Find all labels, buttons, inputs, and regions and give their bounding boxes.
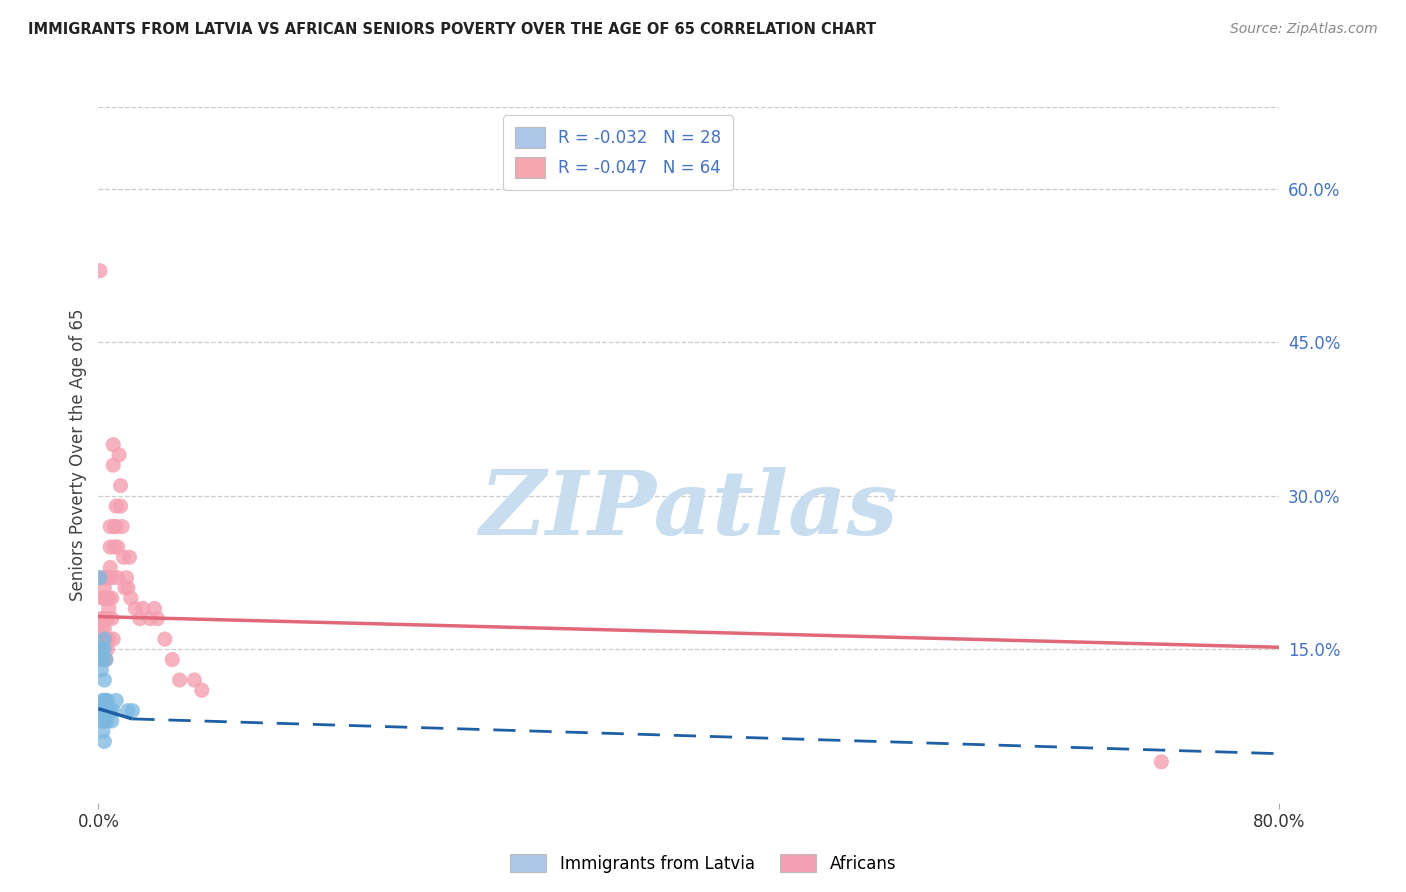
Point <box>96 632 118 646</box>
Point <box>169 673 191 687</box>
Point <box>112 550 135 565</box>
Point <box>94 571 117 585</box>
Point <box>91 612 114 626</box>
Point <box>100 571 122 585</box>
Point <box>108 448 131 462</box>
Point <box>94 612 117 626</box>
Point <box>93 632 115 646</box>
Point <box>97 601 120 615</box>
Point <box>96 642 118 657</box>
Point <box>93 714 115 728</box>
Point <box>94 704 117 718</box>
Point <box>94 652 117 666</box>
Point <box>89 571 111 585</box>
Point <box>111 519 134 533</box>
Point <box>117 704 139 718</box>
Point <box>96 714 118 728</box>
Point <box>146 612 169 626</box>
Point <box>91 632 114 646</box>
Point <box>98 560 121 574</box>
Y-axis label: Seniors Poverty Over the Age of 65: Seniors Poverty Over the Age of 65 <box>69 309 87 601</box>
Legend: R = -0.032   N = 28, R = -0.047   N = 64: R = -0.032 N = 28, R = -0.047 N = 64 <box>503 115 733 190</box>
Point <box>91 571 114 585</box>
Text: IMMIGRANTS FROM LATVIA VS AFRICAN SENIORS POVERTY OVER THE AGE OF 65 CORRELATION: IMMIGRANTS FROM LATVIA VS AFRICAN SENIOR… <box>28 22 876 37</box>
Point <box>97 571 120 585</box>
Point <box>94 693 117 707</box>
Point <box>93 622 115 636</box>
Point <box>94 591 117 606</box>
Point <box>91 724 114 739</box>
Point <box>98 540 121 554</box>
Point <box>120 591 142 606</box>
Point <box>91 714 114 728</box>
Point <box>107 571 129 585</box>
Point <box>90 612 112 626</box>
Point <box>91 704 114 718</box>
Point <box>143 601 166 615</box>
Point <box>91 704 114 718</box>
Legend: Immigrants from Latvia, Africans: Immigrants from Latvia, Africans <box>503 847 903 880</box>
Point <box>93 581 115 595</box>
Point <box>90 642 112 657</box>
Point <box>96 612 118 626</box>
Point <box>93 734 115 748</box>
Point <box>93 652 115 666</box>
Point <box>191 683 214 698</box>
Point <box>124 601 146 615</box>
Point <box>104 519 127 533</box>
Point <box>89 264 111 278</box>
Point <box>93 642 115 657</box>
Point <box>107 540 129 554</box>
Point <box>94 652 117 666</box>
Point <box>132 601 155 615</box>
Point <box>110 499 132 513</box>
Point <box>97 704 120 718</box>
Point <box>104 540 127 554</box>
Point <box>1150 755 1173 769</box>
Point <box>118 550 141 565</box>
Point <box>139 612 162 626</box>
Point <box>121 704 143 718</box>
Point <box>96 693 118 707</box>
Point <box>183 673 205 687</box>
Point <box>93 693 115 707</box>
Point <box>128 612 150 626</box>
Point <box>105 519 128 533</box>
Point <box>100 591 122 606</box>
Point <box>114 581 136 595</box>
Point <box>100 714 122 728</box>
Point <box>93 673 115 687</box>
Point <box>100 612 122 626</box>
Point <box>90 642 112 657</box>
Point <box>105 693 128 707</box>
Point <box>91 652 114 666</box>
Point <box>91 693 114 707</box>
Point <box>103 438 125 452</box>
Point <box>105 499 128 513</box>
Point <box>90 622 112 636</box>
Point <box>93 591 115 606</box>
Point <box>117 581 139 595</box>
Point <box>90 663 112 677</box>
Point <box>98 704 121 718</box>
Point <box>97 591 120 606</box>
Point <box>115 571 138 585</box>
Point <box>103 704 125 718</box>
Point <box>103 458 125 472</box>
Point <box>90 652 112 666</box>
Point <box>96 591 118 606</box>
Point <box>98 519 121 533</box>
Point <box>110 478 132 492</box>
Point <box>153 632 176 646</box>
Point <box>96 704 118 718</box>
Point <box>97 632 120 646</box>
Text: Source: ZipAtlas.com: Source: ZipAtlas.com <box>1230 22 1378 37</box>
Point <box>162 652 183 666</box>
Text: ZIPatlas: ZIPatlas <box>481 467 897 554</box>
Point <box>91 591 114 606</box>
Point <box>103 632 125 646</box>
Point <box>94 632 117 646</box>
Point <box>96 571 118 585</box>
